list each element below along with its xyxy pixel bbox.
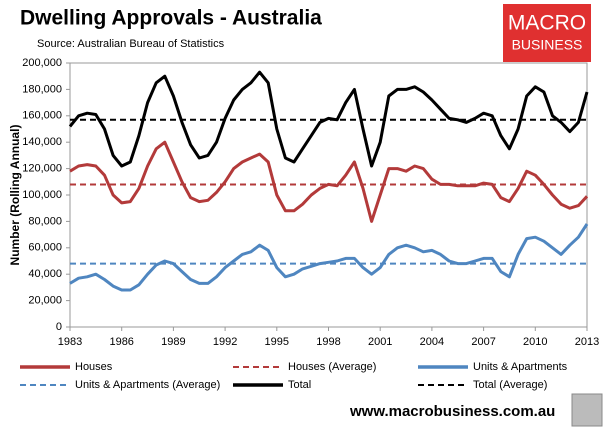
x-tick-label: 2010 <box>523 336 547 348</box>
x-tick-label: 2004 <box>420 336 444 348</box>
x-tick-label: 2007 <box>471 336 495 348</box>
y-tick-label: 0 <box>56 321 62 333</box>
y-tick-label: 20,000 <box>28 295 62 307</box>
brand-line: BUSINESS <box>512 37 583 53</box>
legend-label: Total (Average) <box>473 379 547 391</box>
chart-title: Dwelling Approvals - Australia <box>20 7 322 30</box>
y-axis-label: Number (Rolling Annual) <box>8 125 22 266</box>
legend-label: Units & Apartments (Average) <box>75 379 220 391</box>
y-tick-label: 180,000 <box>22 83 62 95</box>
y-tick-label: 100,000 <box>22 189 62 201</box>
legend-label: Houses <box>75 361 113 373</box>
series-line <box>69 140 589 223</box>
series-line <box>68 70 589 168</box>
brand-logo <box>503 4 591 62</box>
x-tick-label: 2001 <box>368 336 392 348</box>
y-tick-label: 160,000 <box>22 110 62 122</box>
website: www.macrobusiness.com.au <box>349 403 555 420</box>
wolf-icon <box>571 393 603 427</box>
x-tick-label: 2013 <box>575 336 599 348</box>
y-tick-label: 140,000 <box>22 136 62 148</box>
x-tick-label: 1986 <box>109 336 133 348</box>
y-tick-label: 60,000 <box>28 242 62 254</box>
legend-label: Total <box>288 379 311 391</box>
legend-label: Units & Apartments <box>473 361 568 373</box>
x-tick-label: 1983 <box>58 336 82 348</box>
y-tick-label: 200,000 <box>22 57 62 69</box>
legend-label: Houses (Average) <box>288 361 376 373</box>
y-tick-label: 80,000 <box>28 215 62 227</box>
y-tick-label: 120,000 <box>22 163 62 175</box>
chart-subtitle: Source: Australian Bureau of Statistics <box>37 38 225 50</box>
x-tick-label: 1992 <box>213 336 237 348</box>
x-tick-label: 1995 <box>265 336 289 348</box>
x-tick-label: 1998 <box>316 336 340 348</box>
x-tick-label: 1989 <box>161 336 185 348</box>
brand-line: MACRO <box>508 12 586 35</box>
y-tick-label: 40,000 <box>28 268 62 280</box>
series-line <box>69 223 589 292</box>
